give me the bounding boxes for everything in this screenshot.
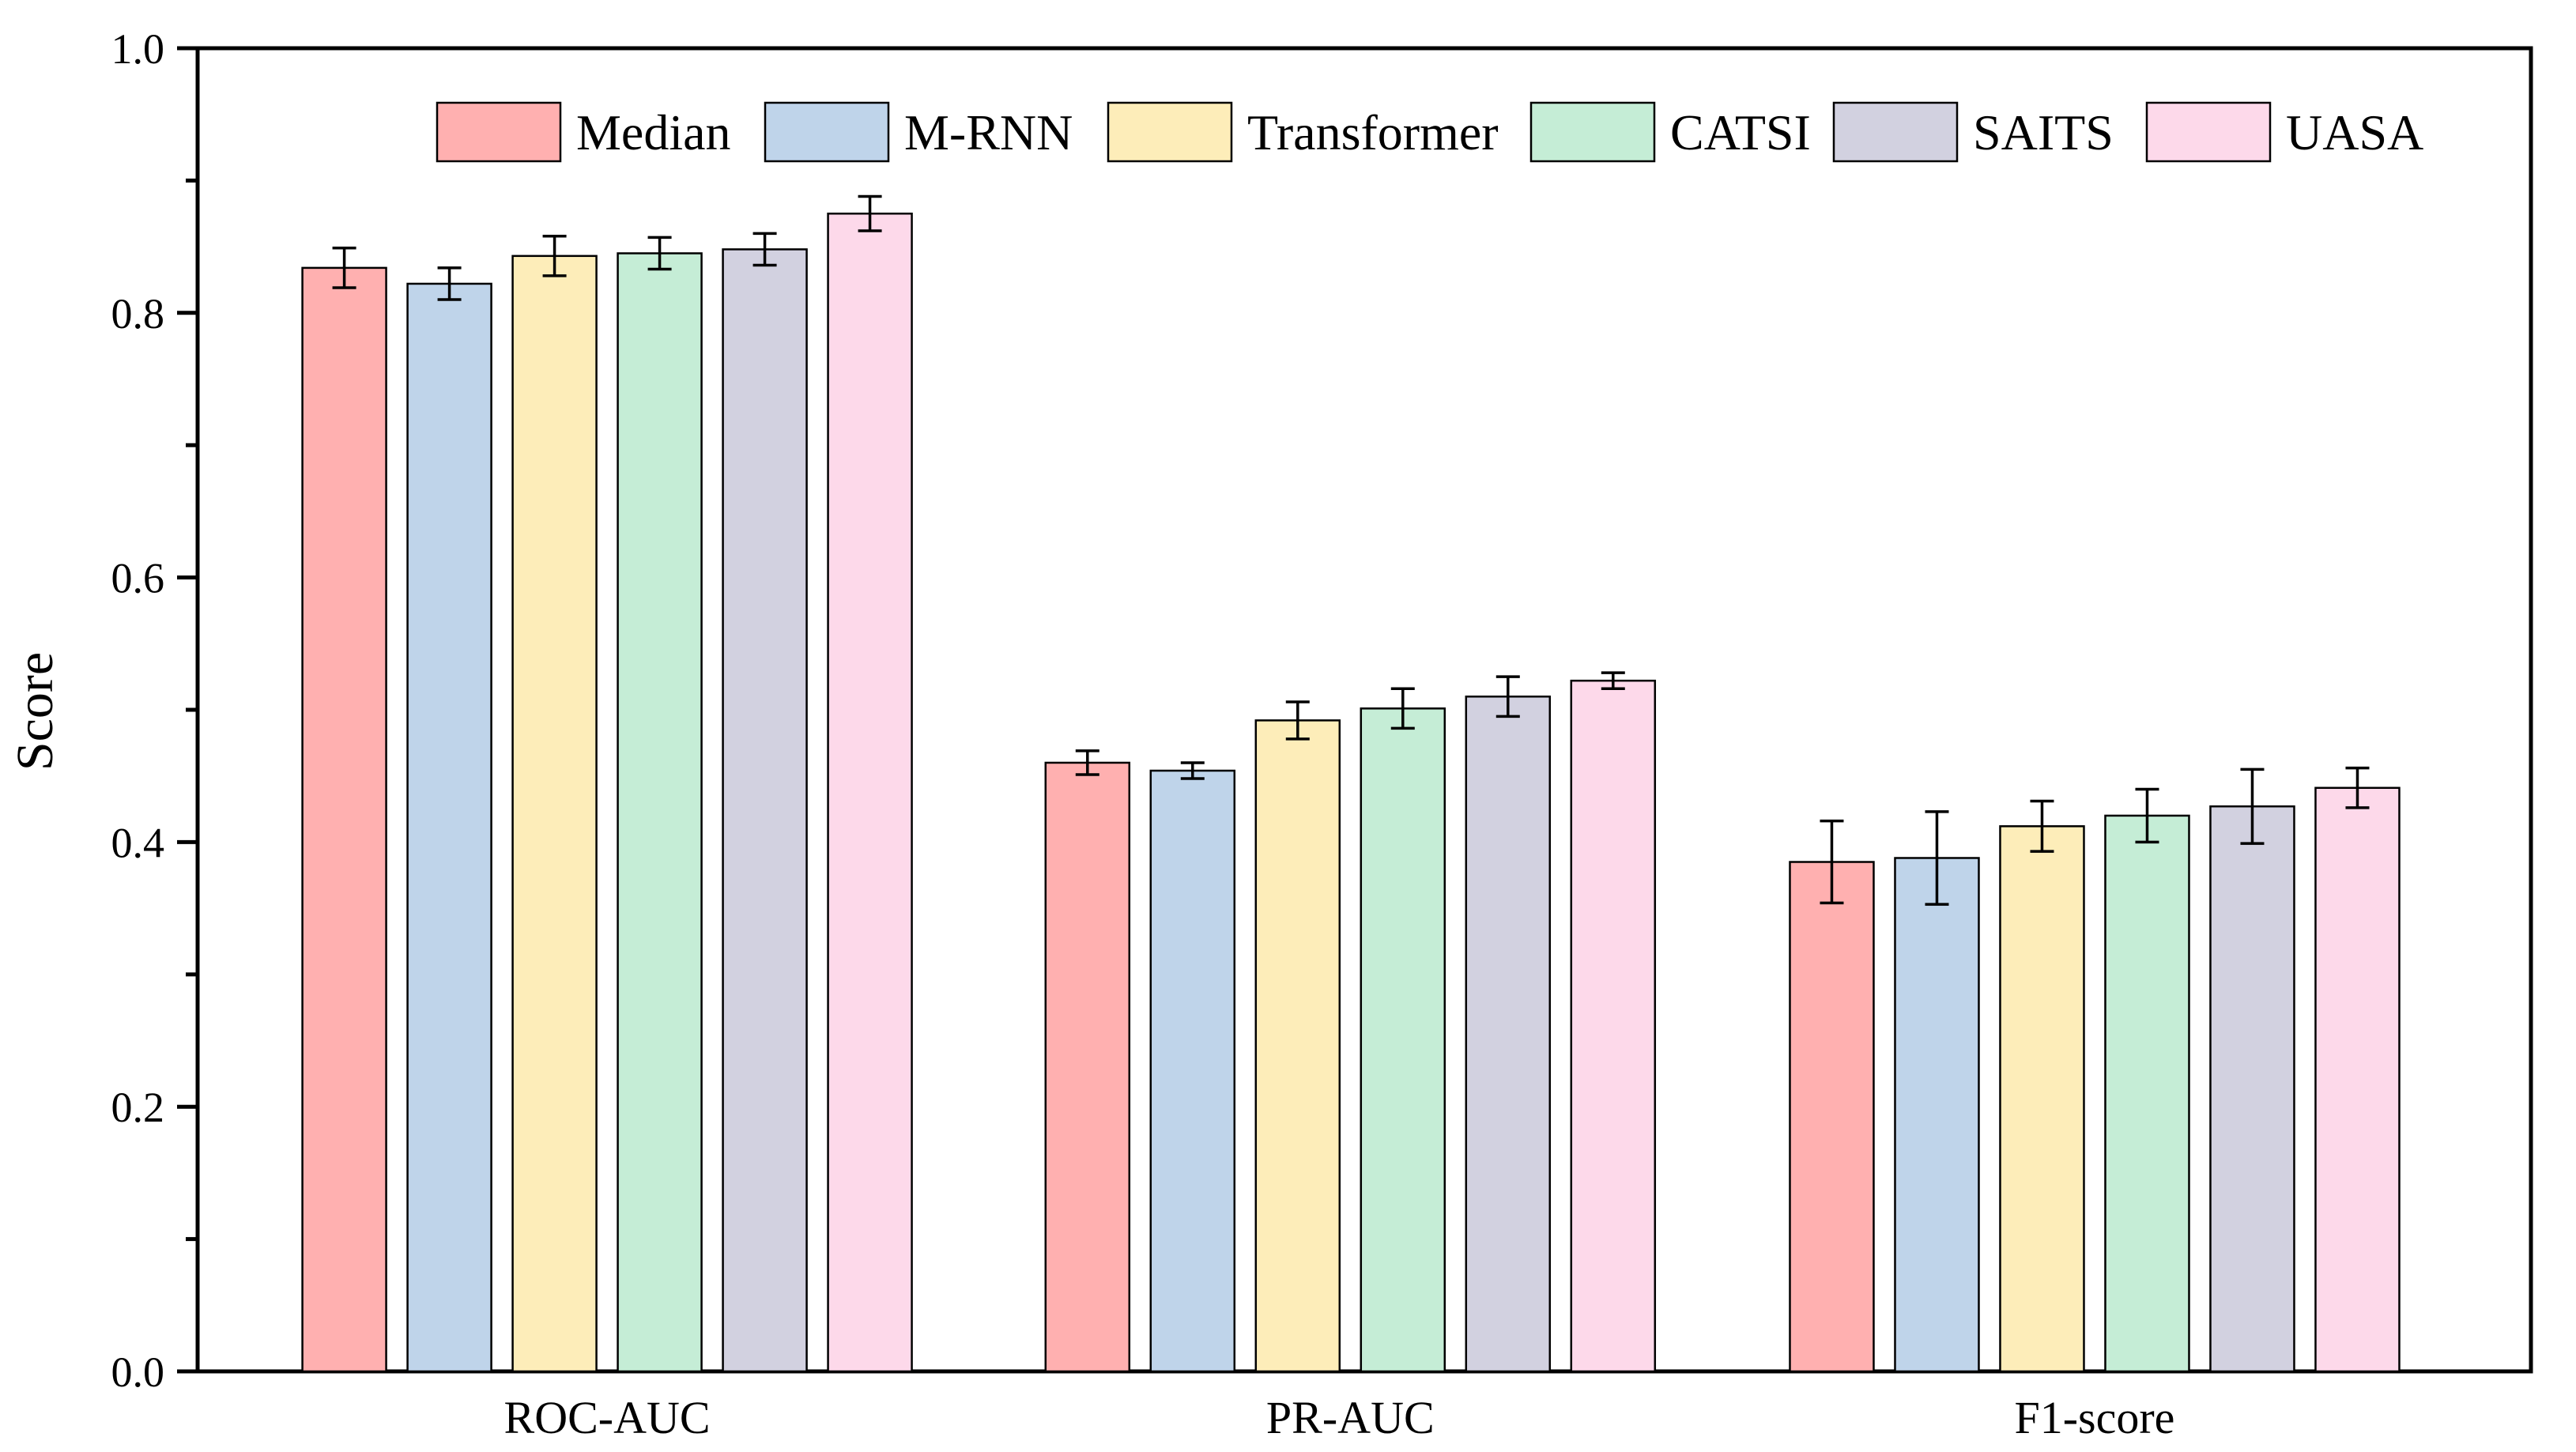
bar-median-roc-auc (301, 266, 387, 1373)
bar-m-rnn-roc-auc (406, 282, 492, 1373)
x-category-label: F1-score (2014, 1392, 2174, 1443)
error-bar (1925, 810, 1949, 906)
error-bar (752, 232, 777, 267)
error-bar (1180, 761, 1205, 780)
y-tick-label: 0.8 (111, 290, 165, 338)
bar-uasa-roc-auc (827, 213, 913, 1373)
bar-median-pr-auc (1044, 761, 1131, 1373)
bar-uasa-pr-auc (1570, 679, 1657, 1373)
error-bar (1075, 749, 1099, 776)
error-bar (332, 247, 356, 289)
legend-swatch (1107, 101, 1233, 163)
legend-label: UASA (2286, 104, 2423, 160)
bar-transformer-pr-auc (1254, 719, 1341, 1373)
y-tick-label: 0.0 (111, 1348, 165, 1396)
error-bar (437, 266, 462, 301)
legend-item: SAITS (1832, 101, 2114, 163)
legend-swatch (436, 101, 562, 163)
error-bar (1495, 675, 1520, 718)
error-bar (1285, 700, 1310, 741)
bar-saits-roc-auc (722, 248, 808, 1373)
error-bar (647, 236, 672, 271)
legend: Median M-RNN Transformer CATSI SAITS UASA (436, 101, 2423, 163)
error-bar (858, 194, 882, 232)
x-axis: ROC-AUC PR-AUC F1-score (504, 1392, 2175, 1443)
bar-saits-f1-score (2209, 805, 2295, 1373)
y-tick-label: 0.4 (111, 819, 165, 866)
error-bar (1390, 687, 1415, 730)
y-tick-label: 1.0 (111, 25, 165, 73)
x-category-label: PR-AUC (1266, 1392, 1435, 1443)
error-bar (2345, 766, 2370, 809)
legend-swatch (764, 101, 890, 163)
error-bars (332, 194, 2370, 906)
bar-m-rnn-pr-auc (1149, 769, 1236, 1373)
error-bar (2030, 799, 2054, 853)
y-tick-label: 0.2 (111, 1084, 165, 1131)
legend-item: CATSI (1529, 101, 1811, 163)
error-bar (2135, 787, 2159, 844)
bar-uasa-f1-score (2314, 786, 2401, 1373)
legend-label: Transformer (1247, 104, 1499, 160)
legend-swatch (1832, 101, 1959, 163)
legend-label: M-RNN (904, 104, 1073, 160)
error-bar (542, 234, 567, 277)
y-axis: 0.0 0.2 0.4 0.6 0.8 1.0 (111, 25, 198, 1396)
legend-item: UASA (2145, 101, 2423, 163)
y-tick-label: 0.6 (111, 555, 165, 602)
error-bar (1820, 819, 1844, 905)
legend-item: Median (436, 101, 731, 163)
legend-item: Transformer (1107, 101, 1499, 163)
error-bar (2240, 767, 2265, 845)
bar-catsi-pr-auc (1360, 707, 1446, 1373)
bar-catsi-roc-auc (617, 252, 703, 1373)
bar-series (301, 213, 2401, 1373)
legend-label: SAITS (1973, 104, 2114, 160)
bar-catsi-f1-score (2104, 814, 2190, 1373)
legend-item: M-RNN (764, 101, 1073, 163)
y-axis-title: Score (6, 652, 64, 771)
legend-swatch (1529, 101, 1656, 163)
bar-median-f1-score (1789, 861, 1875, 1373)
bar-transformer-f1-score (1999, 825, 2085, 1373)
bar-saits-pr-auc (1465, 696, 1552, 1373)
error-bar (1601, 671, 1625, 690)
legend-label: Median (576, 104, 731, 160)
bar-transformer-roc-auc (511, 255, 598, 1373)
x-category-label: ROC-AUC (504, 1392, 711, 1443)
legend-swatch (2145, 101, 2272, 163)
legend-label: CATSI (1670, 104, 1811, 160)
bar-m-rnn-f1-score (1894, 857, 1980, 1373)
